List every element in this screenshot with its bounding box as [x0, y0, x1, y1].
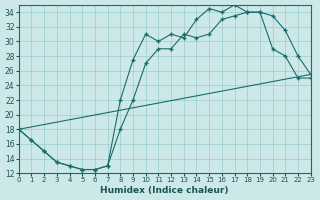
X-axis label: Humidex (Indice chaleur): Humidex (Indice chaleur) — [100, 186, 229, 195]
